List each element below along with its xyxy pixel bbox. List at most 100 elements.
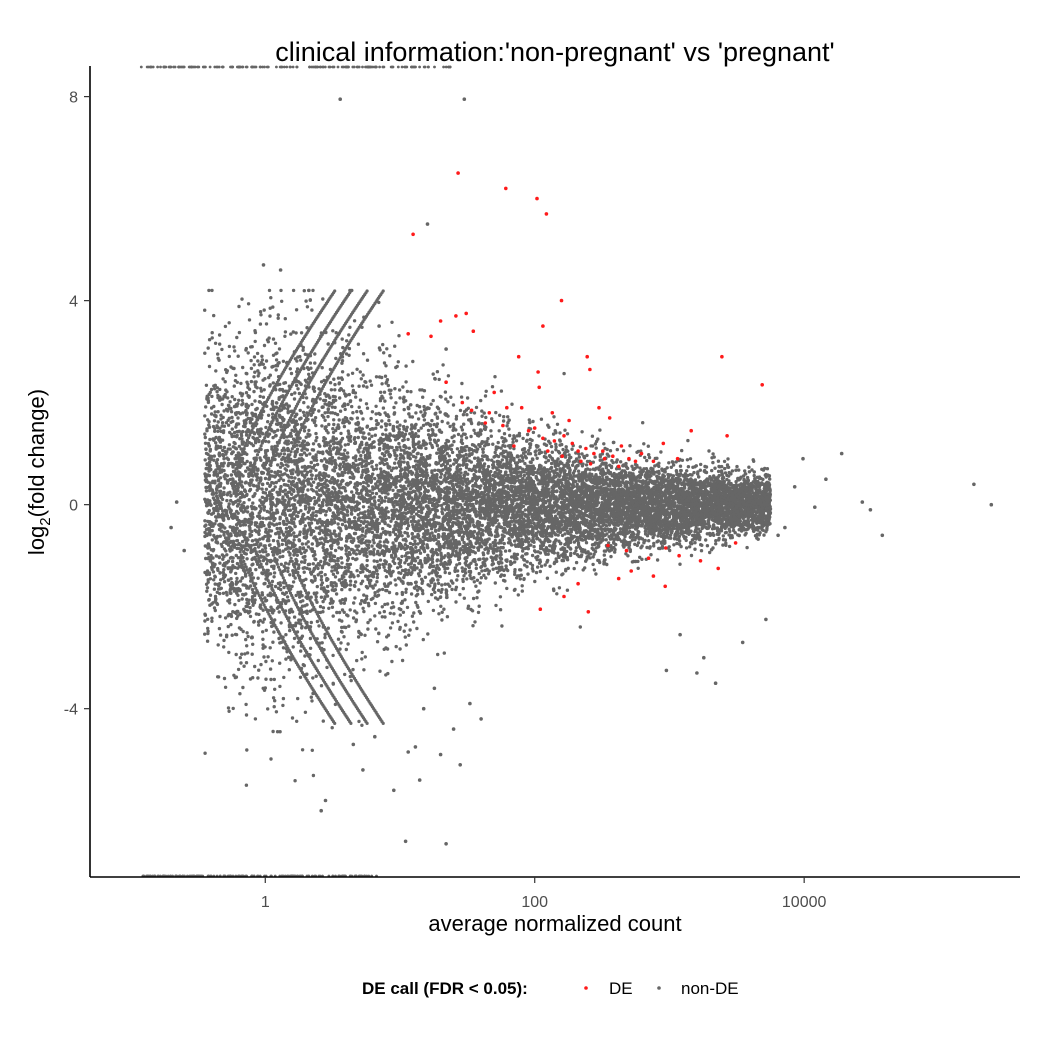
point-non-de — [333, 559, 337, 563]
point-non-de — [222, 457, 226, 461]
point-non-de — [270, 365, 274, 369]
point-non-de — [378, 515, 383, 519]
point-non-de — [431, 608, 436, 613]
point-non-de — [281, 463, 285, 467]
point-non-de — [298, 354, 302, 359]
point-non-de — [292, 397, 297, 401]
point-non-de — [289, 371, 294, 376]
point-non-de — [206, 418, 210, 422]
point-non-de — [225, 498, 229, 503]
point-non-de — [249, 504, 254, 509]
point-non-de — [250, 597, 255, 601]
point-non-de — [286, 569, 290, 574]
point-non-de — [383, 517, 388, 521]
point-non-de — [274, 504, 278, 508]
point-non-de — [224, 590, 228, 595]
point-non-de — [285, 442, 289, 446]
point-non-de — [266, 655, 270, 659]
point-non-de — [324, 467, 328, 472]
point-non-de — [342, 601, 346, 605]
point-non-de — [319, 528, 323, 532]
point-non-de — [207, 392, 211, 397]
point-non-de — [293, 454, 297, 459]
point-non-de — [224, 368, 228, 372]
point-non-de — [370, 584, 374, 588]
point-non-de — [251, 676, 255, 680]
point-non-de — [207, 338, 212, 342]
point-non-de — [357, 516, 362, 520]
point-non-de — [378, 611, 382, 615]
point-non-de — [264, 677, 268, 681]
point-non-de — [278, 422, 283, 426]
point-non-de — [367, 437, 372, 441]
point-non-de — [262, 308, 266, 312]
point-non-de — [320, 503, 325, 508]
point-non-de — [330, 726, 334, 730]
point-non-de — [292, 517, 297, 521]
point-non-de — [218, 387, 222, 392]
point-non-de — [325, 449, 329, 453]
point-non-de — [208, 499, 212, 503]
point-non-de — [233, 565, 237, 570]
point-non-de — [356, 513, 360, 517]
point-non-de — [434, 529, 438, 533]
point-non-de — [235, 435, 239, 439]
point-non-de — [284, 526, 289, 531]
point-non-de — [353, 527, 358, 531]
point-non-de — [394, 583, 398, 587]
point-non-de — [260, 520, 265, 525]
point-non-de — [308, 465, 312, 469]
point-non-de — [262, 555, 266, 560]
point-non-de — [391, 530, 396, 534]
point-non-de — [265, 494, 270, 498]
point-non-de — [380, 394, 384, 398]
point-non-de — [347, 432, 351, 436]
point-non-de — [394, 538, 398, 543]
point-non-de — [253, 399, 257, 403]
point-non-de — [317, 531, 322, 536]
point-non-de — [227, 709, 231, 713]
point-non-de — [355, 416, 360, 420]
point-non-de — [240, 495, 244, 499]
point-non-de — [212, 498, 217, 502]
point-non-de — [318, 471, 322, 475]
point-non-de — [348, 608, 352, 612]
point-non-de — [278, 555, 282, 559]
point-non-de — [361, 417, 365, 421]
point-non-de — [281, 519, 286, 524]
point-non-de — [260, 471, 265, 475]
point-non-de — [308, 482, 312, 486]
point-non-de — [321, 610, 325, 614]
point-non-de — [225, 370, 229, 375]
point-non-de — [325, 443, 329, 447]
point-non-de — [298, 381, 302, 385]
point-non-de — [241, 365, 245, 370]
point-non-de — [430, 427, 434, 432]
point-non-de — [278, 388, 282, 392]
point-non-de — [337, 418, 341, 422]
point-non-de — [340, 574, 345, 578]
point-non-de — [243, 481, 248, 485]
point-non-de — [266, 413, 271, 417]
point-non-de — [368, 618, 372, 622]
point-non-de — [398, 423, 402, 427]
point-non-de — [341, 508, 345, 512]
point-non-de — [256, 676, 260, 680]
point-non-de — [325, 665, 329, 670]
point-non-de — [359, 377, 363, 381]
point-non-de — [261, 637, 265, 641]
point-non-de — [280, 299, 284, 303]
point-non-de — [346, 402, 350, 407]
point-non-de — [329, 552, 333, 556]
point-non-de — [382, 544, 387, 548]
point-non-de — [251, 494, 255, 499]
point-non-de — [253, 555, 257, 560]
point-non-de — [393, 344, 397, 348]
point-non-de — [342, 421, 346, 425]
point-non-de — [380, 419, 384, 423]
point-non-de — [323, 418, 327, 422]
point-non-de — [388, 473, 392, 477]
point-non-de — [208, 577, 213, 581]
point-non-de — [309, 620, 313, 625]
